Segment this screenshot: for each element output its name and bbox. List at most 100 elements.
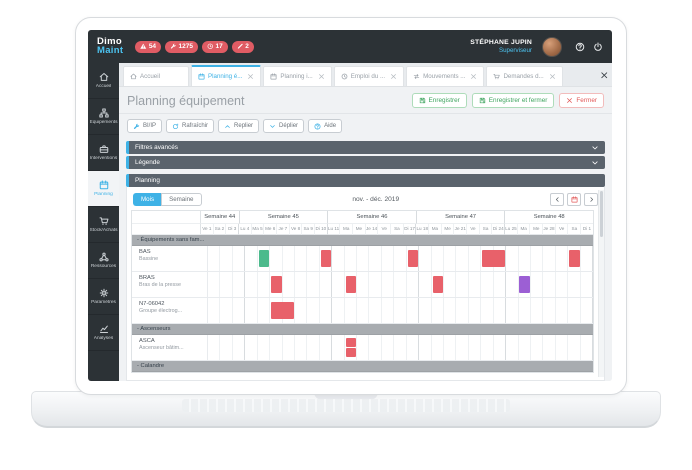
equipment-label[interactable]: BAS Bassine — [132, 246, 208, 271]
gantt-bar[interactable] — [345, 348, 357, 357]
tab-mouvements[interactable]: Mouvements ... — [406, 66, 485, 86]
gantt-cell — [220, 272, 233, 297]
gantt-track — [208, 246, 594, 271]
gantt-cell — [444, 272, 457, 297]
gantt-group-row[interactable]: - Calandre — [132, 361, 593, 372]
gantt-row-n7-06042: N7-06042 Groupe électrog... — [132, 298, 594, 324]
user-block[interactable]: STÉPHANE JUPIN Superviseur — [470, 39, 532, 55]
toolbar-rafraichir-button[interactable]: Rafraîchir — [166, 119, 215, 133]
gantt-cell — [233, 298, 246, 323]
laptop-base — [31, 391, 661, 428]
planning-panel-header[interactable]: Planning — [126, 174, 605, 187]
chevron-down-icon[interactable] — [591, 144, 599, 152]
view-mois-button[interactable]: Mois — [133, 192, 162, 206]
sidebar-item-equipements[interactable]: Équipements — [88, 99, 119, 135]
help-button[interactable] — [575, 42, 585, 52]
clock-icon — [207, 43, 214, 50]
gantt-cell — [432, 335, 445, 360]
tab-planning-i[interactable]: Planning i... — [263, 66, 332, 86]
tab-close-icon[interactable] — [470, 73, 477, 80]
tab-emploi-du[interactable]: Emploi du ... — [333, 66, 405, 86]
sidebar-item-accueil[interactable]: Accueil — [88, 63, 119, 99]
sidebar-item-stock-achats[interactable]: Stock/Achats — [88, 207, 119, 243]
prev-period-button[interactable] — [550, 192, 564, 206]
gantt-bar[interactable] — [407, 250, 419, 267]
gantt-bar[interactable] — [320, 250, 332, 267]
gantt-cell — [519, 246, 531, 271]
tab-close-icon[interactable] — [247, 73, 254, 80]
gantt-cell — [258, 298, 271, 323]
tab-accueil[interactable]: Accueil — [123, 66, 189, 86]
pen-icon — [237, 43, 244, 50]
equipment-label[interactable]: BRAS Bras de la presse — [132, 272, 208, 297]
close-all-tabs-button[interactable] — [600, 71, 609, 82]
gantt-group-row[interactable]: - Ascenseurs — [132, 324, 593, 335]
sidebar-item-interventions[interactable]: Interventions — [88, 135, 119, 171]
vertical-scrollbar[interactable] — [598, 190, 604, 377]
gantt-cell — [245, 335, 258, 360]
gantt-bar[interactable] — [345, 276, 357, 293]
gantt-bar[interactable] — [271, 302, 294, 319]
toolbar-aide-button[interactable]: Aide — [308, 119, 343, 133]
day-header: Je 14 — [365, 224, 379, 235]
planning-panel-content: Mois Semaine nov. - déc. 2019 — [126, 187, 605, 381]
chevron-down-icon[interactable] — [591, 159, 599, 167]
gantt-bar[interactable] — [345, 338, 357, 347]
save-icon — [479, 97, 486, 104]
day-header: Je 7 — [277, 224, 290, 235]
gantt-bar[interactable] — [482, 250, 506, 267]
sidebar-item-label: Accueil — [95, 84, 112, 89]
view-semaine-button[interactable]: Semaine — [161, 192, 202, 206]
week-header: Semaine 45 — [239, 211, 329, 224]
tab-close-icon[interactable] — [549, 73, 556, 80]
gantt-group-row[interactable]: - Équipements sans fam... — [132, 235, 593, 246]
gantt-cell — [456, 335, 469, 360]
sidebar-item-ressources[interactable]: Ressources — [88, 243, 119, 279]
tab-label: Demandes d... — [503, 73, 544, 80]
header-badge-pen[interactable]: 2 — [231, 40, 254, 53]
calendar-picker-button[interactable] — [567, 192, 581, 206]
header-badge-clock[interactable]: 17 — [202, 40, 228, 53]
legende-panel-header[interactable]: Légende — [126, 156, 605, 169]
gantt-cell — [506, 298, 519, 323]
equipment-label[interactable]: ASCA Ascenseur bâtim... — [132, 335, 208, 360]
filtres-avances-panel-header[interactable]: Filtres avancés — [126, 141, 605, 154]
toolbar-replier-button[interactable]: Replier — [218, 119, 260, 133]
page-title: Planning équipement — [127, 93, 245, 108]
tab-planning-e[interactable]: Planning é... — [191, 65, 262, 86]
gantt-cell — [245, 272, 258, 297]
day-header: Me 6 — [264, 224, 278, 235]
gantt-bar[interactable] — [258, 250, 270, 267]
gantt-bar[interactable] — [519, 276, 530, 293]
sidebar-item-parametres[interactable]: Paramètres — [88, 279, 119, 315]
toolbar-bi-ip-button[interactable]: BI/IP — [127, 119, 163, 133]
fermer-button[interactable]: Fermer — [559, 93, 604, 108]
gantt-corner — [132, 224, 201, 235]
header-badge-wrench[interactable]: 1275 — [165, 40, 199, 53]
toolbar-deplier-button[interactable]: Déplier — [263, 119, 305, 133]
scrollbar-thumb[interactable] — [600, 191, 603, 237]
tab-demandes-d[interactable]: Demandes d... — [486, 66, 563, 86]
enregistrer-button[interactable]: Enregistrer — [411, 93, 467, 108]
next-period-button[interactable] — [584, 192, 598, 206]
enregistrer-et-fermer-button[interactable]: Enregistrer et fermer — [471, 93, 555, 108]
gantt-bar[interactable] — [432, 276, 443, 293]
gantt-bar[interactable] — [569, 250, 580, 267]
tab-close-icon[interactable] — [318, 73, 325, 80]
header-badges: 54 1275 17 2 — [135, 40, 254, 53]
sidebar-item-planning[interactable]: Planning — [88, 171, 119, 207]
logout-button[interactable] — [593, 42, 603, 52]
app-logo[interactable]: Dimo Maint — [97, 37, 123, 55]
gantt-cell — [543, 335, 556, 360]
gantt-cell — [394, 246, 407, 271]
gantt-cell — [481, 298, 494, 323]
header-badge-warning[interactable]: 54 — [135, 40, 162, 53]
sidebar-item-analyses[interactable]: Analyses — [88, 315, 119, 351]
equipment-name: Groupe électrog... — [139, 308, 183, 314]
gantt-bar[interactable] — [271, 276, 282, 293]
equipment-label[interactable]: N7-06042 Groupe électrog... — [132, 298, 208, 323]
gantt-cell — [258, 246, 271, 271]
tab-close-icon[interactable] — [390, 73, 397, 80]
gantt-cell — [494, 335, 507, 360]
avatar[interactable] — [542, 36, 562, 57]
